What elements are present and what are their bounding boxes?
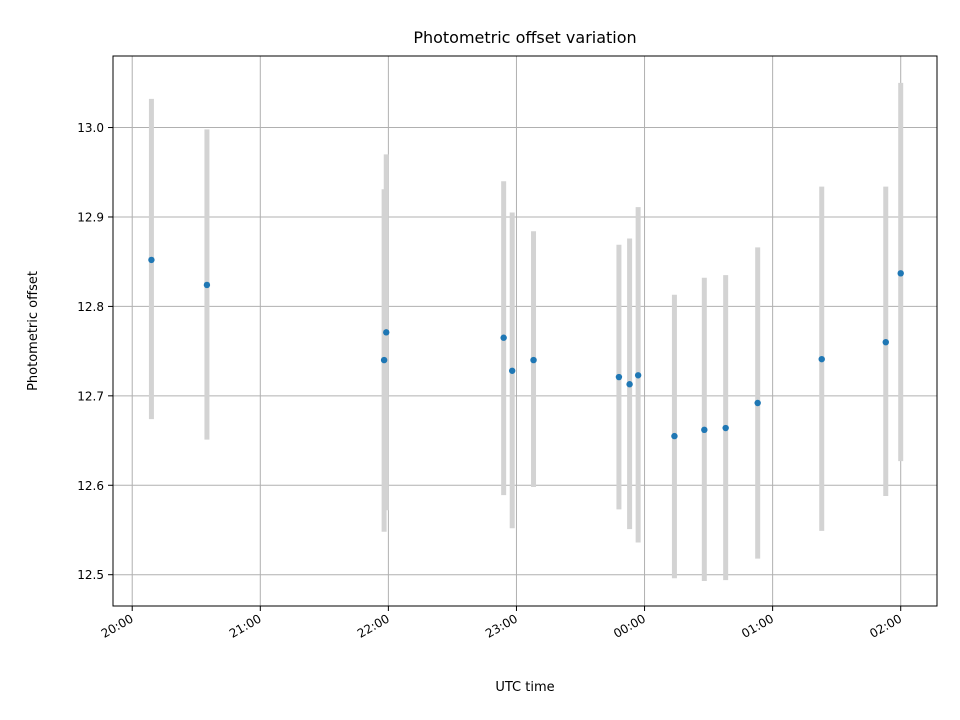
grid	[113, 56, 937, 606]
data-point	[508, 367, 516, 374]
x-axis-label: UTC time	[495, 680, 554, 695]
y-axis-label: Photometric offset	[26, 271, 41, 391]
data-point	[897, 270, 904, 277]
data-point	[754, 399, 761, 407]
data-point	[380, 356, 388, 364]
y-tick-label: 12.5	[77, 568, 104, 582]
chart-title: Photometric offset variation	[413, 28, 636, 47]
data-point	[701, 426, 708, 434]
y-tick-label: 13.0	[77, 121, 104, 135]
y-tick-label: 12.6	[77, 479, 104, 493]
data-point	[818, 355, 825, 363]
y-axis-ticks: 12.5 12.6 12.7 12.8 12.9 13.0	[77, 121, 113, 582]
plot-frame	[112, 55, 938, 607]
data-point	[882, 338, 889, 346]
data-point	[203, 281, 211, 289]
data-point	[148, 256, 155, 264]
data-point	[615, 373, 623, 381]
data-point	[500, 334, 507, 341]
data-points	[148, 256, 904, 440]
data-point	[671, 432, 678, 440]
data-point	[722, 424, 729, 432]
data-point	[626, 381, 633, 388]
data-point	[530, 356, 537, 364]
y-tick-label: 12.9	[77, 210, 104, 224]
data-point	[634, 372, 642, 379]
y-tick-label: 12.7	[77, 389, 104, 403]
y-tick-label: 12.8	[77, 300, 104, 314]
data-point	[383, 329, 390, 336]
